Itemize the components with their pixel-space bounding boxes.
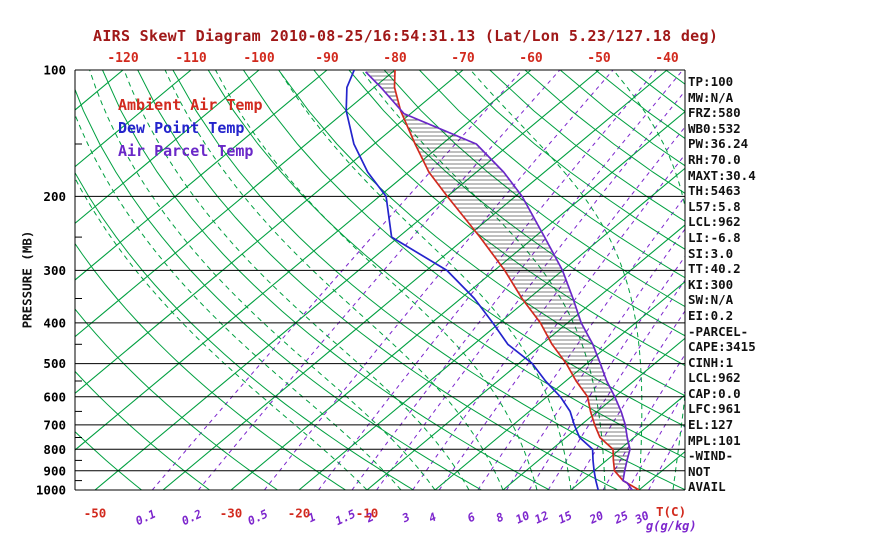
mixing-ratio-label: 30 — [632, 508, 651, 527]
pressure-tick-label: 300 — [43, 263, 66, 278]
bottom-temp-tick-label: -50 — [84, 506, 107, 521]
info-line: CINH:1 — [688, 354, 734, 370]
info-line: NOT — [688, 463, 711, 479]
mixing-ratio-label: 0.2 — [179, 507, 204, 528]
info-line: -PARCEL- — [688, 323, 749, 339]
temp-axis-unit-label: T(C) — [656, 504, 687, 519]
info-line: EL:127 — [688, 417, 734, 433]
pressure-tick-label: 500 — [43, 356, 66, 371]
mixing-ratio-label: 0.1 — [133, 507, 158, 528]
mixing-ratio-labels: 0.1 0.2 0.5 1 1.5 2 3 4 6 8 10 12 15 20 25 30 — [133, 507, 651, 528]
temp-curve-parcel — [364, 71, 633, 490]
info-line: SW:N/A — [688, 292, 734, 308]
bottom-temp-tick-labels: -50 -30 -20 -10 — [84, 506, 379, 521]
top-temp-tick-label: -60 — [519, 51, 543, 66]
mixing-ratio-label: 20 — [586, 508, 605, 527]
top-temp-tick-label: -40 — [655, 51, 679, 66]
sounding-indices-panel: TP:100 MW:N/A FRZ:580 WB0:532 PW:36.24 RH:70.… — [688, 74, 756, 495]
info-line: LCL:962 — [688, 370, 741, 386]
top-temp-tick-label: -80 — [383, 51, 407, 66]
info-line: SI:3.0 — [688, 245, 734, 261]
info-line: LCL:962 — [688, 214, 741, 230]
pressure-tick-labels: 100 200 300 400 500 600 700 800 900 1000 — [36, 63, 66, 498]
top-temp-tick-label: -120 — [107, 51, 138, 66]
info-line: WB0:532 — [688, 120, 741, 136]
info-line: TP:100 — [688, 74, 734, 89]
info-line: TT:40.2 — [688, 261, 741, 277]
top-temp-tick-labels: -120 -110 -100 -90 -80 -70 -60 -50 -40 — [107, 51, 679, 66]
info-line: L57:5.8 — [688, 198, 741, 214]
bottom-temp-tick-label: -20 — [288, 506, 311, 521]
info-line: FRZ:580 — [688, 105, 741, 121]
pressure-tick-label: 700 — [43, 417, 66, 432]
info-line: LFC:961 — [688, 401, 741, 417]
pressure-grid-lines — [74, 69, 686, 491]
mixing-ratio-label: 15 — [556, 508, 575, 527]
mixing-ratio-label: 10 — [513, 508, 532, 527]
top-temp-tick-label: -70 — [451, 51, 475, 66]
legend-ambient-air-temp: Ambient Air Temp — [118, 96, 263, 114]
info-line: MAXT:30.4 — [688, 167, 756, 183]
chart-title: AIRS SkewT Diagram 2010-08-25/16:54:31.1… — [93, 27, 719, 45]
pressure-axis-label: PRESSURE (MB) — [19, 230, 35, 329]
top-temp-tick-label: -90 — [315, 51, 339, 66]
info-line: KI:300 — [688, 276, 734, 292]
pressure-tick-label: 600 — [43, 389, 66, 404]
info-line: CAPE:3415 — [688, 339, 756, 355]
pressure-tick-label: 1000 — [36, 483, 66, 498]
legend-dew-point-temp: Dew Point Temp — [118, 119, 245, 137]
mixing-ratio-label: 1 — [306, 510, 318, 526]
info-line: MW:N/A — [688, 89, 734, 105]
mixing-ratio-label: 8 — [494, 510, 506, 526]
mixing-ratio-label: 1.5 — [333, 507, 358, 528]
info-line: PW:36.24 — [688, 136, 749, 152]
mixing-ratio-label: 25 — [611, 508, 630, 527]
mixing-ratio-label: 0.5 — [245, 507, 270, 528]
info-line: MPL:101 — [688, 432, 741, 448]
bottom-temp-tick-label: -30 — [220, 506, 243, 521]
mixing-ratio-label: 3 — [399, 510, 412, 526]
pressure-tick-label: 800 — [43, 442, 66, 457]
pressure-tick-label: 400 — [43, 315, 66, 330]
legend-air-parcel-temp: Air Parcel Temp — [118, 142, 254, 160]
temp-curve-dewpoint — [345, 70, 600, 490]
mixing-ratio-label: 12 — [532, 508, 551, 527]
top-temp-tick-label: -50 — [587, 51, 611, 66]
bottom-temp-tick-label: -10 — [356, 506, 379, 521]
dry-adiabat-lines — [75, 70, 685, 490]
info-line: TH:5463 — [688, 183, 741, 199]
mixing-ratio-label: 4 — [426, 510, 438, 526]
top-temp-tick-label: -110 — [175, 51, 206, 66]
info-line: CAP:0.0 — [688, 385, 741, 401]
pressure-tick-label: 900 — [43, 463, 66, 478]
mixing-ratio-label: 6 — [465, 510, 477, 526]
info-line: AVAIL — [688, 479, 726, 495]
top-temp-tick-label: -100 — [243, 51, 274, 66]
info-line: RH:70.0 — [688, 151, 741, 167]
mixing-ratio-unit-label: g(g/kg) — [646, 519, 697, 533]
temp-curve-ambient — [393, 70, 640, 490]
info-line: LI:-6.8 — [688, 229, 741, 245]
pressure-tick-label: 200 — [43, 189, 66, 204]
cape-hatch-area — [365, 71, 630, 477]
info-line: EI:0.2 — [688, 307, 734, 323]
pressure-tick-label: 100 — [43, 63, 66, 78]
info-line: -WIND- — [688, 448, 734, 464]
